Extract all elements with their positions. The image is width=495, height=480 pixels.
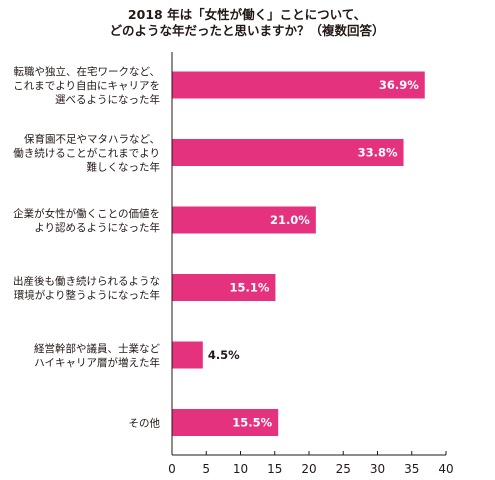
category-label: より認めるようになった年: [34, 221, 160, 234]
x-axis: 0 5 10 15 20 25 30 35 40: [168, 52, 454, 476]
chart-title: 2018 年は「女性が働く」ことについて、どのような年だったと思いますか？（複数…: [109, 7, 384, 38]
category-label: 経営幹部や議員、士業など: [34, 342, 160, 355]
bar: [172, 409, 279, 436]
category-label: 保育園不足やマタハラなど、: [24, 133, 160, 146]
bar: [172, 71, 425, 99]
data-label: 21.0%: [270, 213, 310, 227]
bar: [172, 139, 404, 166]
chart-title-line: どのような年だったと思いますか？（複数回答）: [109, 23, 384, 38]
x-tick-label: 25: [336, 462, 351, 476]
x-tick-label: 0: [168, 462, 176, 476]
data-label: 15.5%: [232, 416, 272, 430]
bar: [172, 206, 316, 234]
x-tick-label: 15: [267, 462, 282, 476]
chart-title-line: 2018 年は「女性が働く」ことについて、: [128, 7, 366, 22]
category-label: これまでより自由にキャリアを: [13, 79, 160, 92]
value-labels: 36.9% 33.8% 21.0% 15.1% 4.5% 15.5%: [208, 78, 419, 430]
category-label: 転職や独立、在宅ワークなど、: [14, 65, 160, 78]
category-label: 働き続けることがこれまでより: [13, 147, 160, 160]
data-label: 15.1%: [230, 281, 270, 295]
data-label: 4.5%: [208, 348, 240, 362]
category-label: 選べるようになった年: [55, 93, 160, 106]
bar: [172, 341, 203, 369]
category-label: ハイキャリア層が増えた年: [34, 356, 160, 369]
data-label: 36.9%: [379, 78, 419, 92]
bar: [172, 274, 276, 301]
category-labels: 転職や独立、在宅ワークなど、これまでより自由にキャリアを選べるようになった年保育…: [13, 65, 160, 430]
x-tick-label: 40: [438, 462, 453, 476]
category-label: 出産後も働き続けられるような: [13, 275, 160, 288]
data-label: 33.8%: [358, 146, 398, 160]
bars: [172, 71, 425, 436]
category-label: その他: [129, 417, 161, 430]
x-tick-label: 35: [404, 462, 419, 476]
category-label: 企業が女性が働くことの価値を: [13, 207, 160, 220]
category-label: 環境がより整うようになった年: [14, 289, 160, 302]
category-label: 難しくなった年: [87, 161, 161, 174]
x-tick-label: 10: [233, 462, 248, 476]
x-tick-label: 20: [301, 462, 316, 476]
x-tick-label: 30: [370, 462, 385, 476]
x-tick-label: 5: [202, 462, 210, 476]
